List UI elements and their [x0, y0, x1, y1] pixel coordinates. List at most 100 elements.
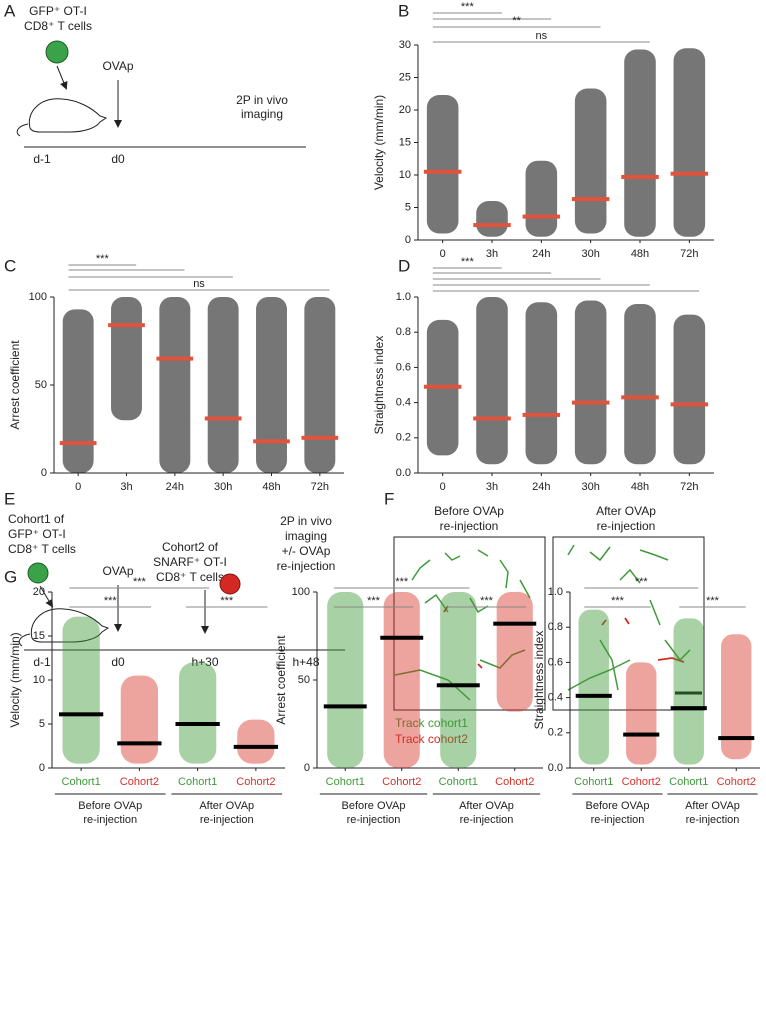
y-tick-label: 15: [399, 136, 411, 148]
significance-label: ***: [133, 576, 147, 588]
image-title: re-injection: [440, 519, 499, 533]
significance-label: ns: [536, 30, 548, 42]
cell-label: Cohort1 of: [8, 512, 65, 526]
y-tick-label: 50: [35, 379, 47, 391]
dot-cloud: [673, 314, 706, 465]
median-bar: [323, 704, 367, 709]
mouse-icon: [18, 608, 110, 647]
x-tick-label: 72h: [680, 248, 698, 260]
median-bar: [175, 722, 220, 726]
median-bar: [233, 744, 279, 749]
group-label: After OVAp: [685, 800, 740, 812]
timeline-label: h+30: [191, 655, 218, 669]
timeline-label: d-1: [33, 152, 51, 166]
x-tick-label: 72h: [311, 481, 329, 493]
y-tick-label: 0: [41, 467, 47, 479]
panel-label: E: [4, 489, 15, 508]
dot-cloud: [721, 634, 752, 760]
group-label: Before OVAp: [586, 800, 650, 812]
cell-label: CD8⁺ T cells: [24, 19, 92, 33]
median-bar: [436, 683, 480, 688]
cell-icon: [45, 40, 69, 64]
arrow: [39, 585, 54, 608]
y-tick-label: 100: [29, 291, 47, 303]
dot-cloud: [574, 300, 607, 465]
dot-cloud: [304, 297, 336, 473]
x-tick-label: 30h: [214, 481, 232, 493]
cell-label: GFP⁺ OT-I: [29, 4, 87, 18]
x-tick-label: Cohort2: [382, 776, 421, 788]
significance-label: ns: [193, 278, 205, 290]
significance-label: ***: [611, 595, 625, 607]
cell-label: GFP⁺ OT-I: [8, 527, 66, 541]
x-tick-label: 24h: [166, 481, 184, 493]
dot-cloud: [426, 95, 459, 234]
x-tick-label: Cohort1: [574, 776, 613, 788]
dot-cloud: [111, 297, 142, 421]
legend-label: Track cohort2: [395, 732, 468, 746]
median-bar: [423, 384, 462, 389]
group-label: re-injection: [460, 814, 514, 826]
panel-label: B: [398, 1, 409, 20]
median-bar: [575, 693, 612, 698]
x-tick-label: Cohort1: [326, 776, 365, 788]
y-tick-label: 30: [399, 39, 411, 51]
median-bar: [301, 435, 339, 440]
x-tick-label: Cohort1: [178, 776, 217, 788]
group-label: Before OVAp: [342, 800, 406, 812]
y-tick-label: 0.0: [548, 762, 563, 774]
imaging-label: 2P in vivo: [280, 514, 332, 528]
panel-f: Before OVAp re-injection After OVAp re-i…: [393, 504, 705, 746]
dot-cloud: [525, 302, 558, 465]
x-tick-label: 3h: [120, 481, 132, 493]
median-bar: [571, 400, 610, 405]
median-bar: [621, 174, 659, 179]
median-bar: [718, 736, 755, 741]
median-bar: [59, 441, 97, 446]
cell-label: CD8⁺ T cells: [156, 570, 224, 584]
group-label: re-injection: [347, 814, 401, 826]
dot-cloud: [476, 201, 508, 237]
median-bar: [522, 412, 561, 417]
group-label: re-injection: [83, 814, 137, 826]
y-axis-label: Velocity (mm/min): [372, 95, 386, 190]
panel-label: F: [384, 489, 394, 508]
x-tick-label: 48h: [631, 481, 649, 493]
tracks-cohort1: [394, 544, 691, 701]
dot-cloud: [673, 48, 706, 237]
y-tick-label: 0.2: [396, 432, 411, 444]
median-bar: [58, 712, 104, 717]
image-title: Before OVAp: [434, 504, 504, 518]
significance-label: ***: [635, 576, 649, 588]
y-axis-label: Arrest coefficient: [8, 340, 22, 430]
significance-label: ***: [96, 253, 110, 265]
cell-icon: [27, 562, 49, 584]
injection-label: OVAp: [102, 59, 133, 73]
y-tick-label: 0: [304, 762, 310, 774]
significance-label: ***: [480, 595, 494, 607]
y-tick-label: 10: [399, 169, 411, 181]
median-bar: [117, 741, 162, 746]
dot-cloud: [62, 616, 100, 764]
imaging-label: imaging: [241, 107, 283, 121]
y-axis-label: Arrest coefficient: [274, 635, 288, 725]
dot-cloud: [624, 304, 656, 465]
x-tick-label: Cohort2: [622, 776, 661, 788]
dot-cloud: [237, 719, 275, 764]
y-tick-label: 15: [33, 630, 45, 642]
x-tick-label: 30h: [581, 481, 599, 493]
y-tick-label: 10: [33, 674, 45, 686]
y-tick-label: 0.4: [548, 692, 563, 704]
median-bar: [670, 171, 709, 176]
cell-label: SNARF⁺ OT-I: [153, 555, 227, 569]
injection-label: OVAp: [102, 564, 133, 578]
significance-label: **: [512, 15, 521, 27]
dot-cloud: [159, 297, 191, 473]
imaging-label: 2P in vivo: [236, 93, 288, 107]
y-tick-label: 20: [33, 586, 45, 598]
dot-cloud: [327, 592, 364, 768]
y-tick-label: 0.4: [396, 397, 411, 409]
median-bar: [623, 732, 660, 737]
x-tick-label: Cohort2: [120, 776, 159, 788]
y-tick-label: 1.0: [396, 291, 411, 303]
